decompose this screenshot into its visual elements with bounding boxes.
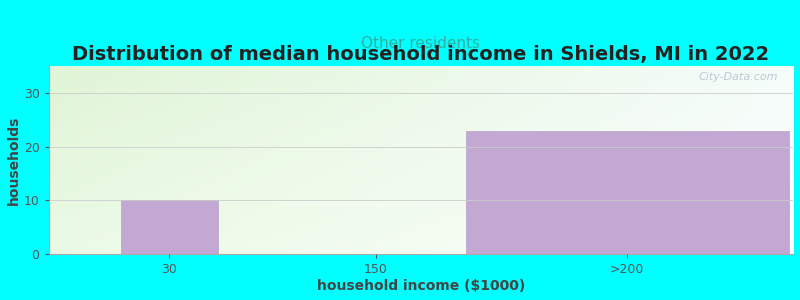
X-axis label: household income ($1000): household income ($1000): [317, 279, 525, 293]
Text: City-Data.com: City-Data.com: [698, 72, 778, 82]
Text: Other residents: Other residents: [362, 36, 480, 51]
Y-axis label: households: households: [7, 116, 21, 205]
Bar: [466, 130, 789, 254]
Bar: [121, 200, 218, 254]
Title: Distribution of median household income in Shields, MI in 2022: Distribution of median household income …: [72, 45, 770, 64]
